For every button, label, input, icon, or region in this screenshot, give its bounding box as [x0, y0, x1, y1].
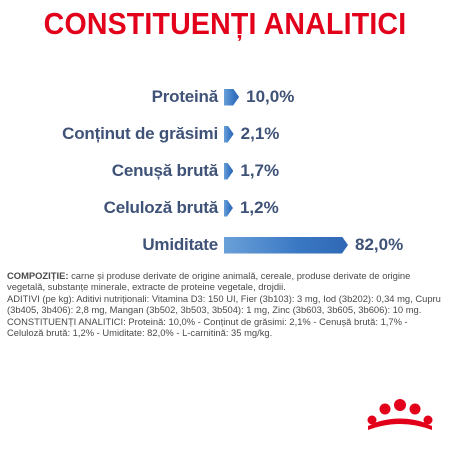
category-label: Proteină: [151, 87, 219, 106]
category-label: Celuloză brută: [103, 198, 219, 217]
composition-heading: COMPOZIȚIE:: [7, 270, 69, 281]
bar: [224, 237, 348, 254]
value-label: 82,0%: [355, 235, 404, 254]
value-label: 1,2%: [239, 198, 279, 217]
royal-canin-crown-icon: [367, 399, 433, 430]
page-title: CONSTITUENȚI ANALITICI: [43, 6, 407, 41]
value-label: 10,0%: [246, 87, 295, 106]
analytic-constituents-chart: Proteină 10,0% Conținut de grăsimi 2,1% Cenu…: [0, 80, 450, 260]
bar: [224, 200, 233, 217]
composition-text: COMPOZIȚIE: carne și produse derivate de…: [7, 270, 441, 293]
category-label: Conținut de grăsimi: [62, 124, 218, 143]
bar: [224, 163, 233, 180]
category-label: Cenușă brută: [111, 161, 218, 180]
composition-block: COMPOZIȚIE: carne și produse derivate de…: [7, 270, 441, 338]
bar: [224, 89, 239, 106]
composition-body: carne și produse derivate de origine ani…: [7, 270, 411, 293]
bar: [224, 126, 234, 143]
value-label: 1,7%: [240, 161, 280, 180]
additives-text: ADITIVI (pe kg): Aditivi nutriționali: V…: [7, 292, 441, 316]
value-label: 2,1%: [240, 124, 280, 143]
category-label: Umiditate: [142, 235, 218, 254]
constituents-text: CONSTITUENȚI ANALITICI: Proteină: 10,0% …: [7, 315, 408, 339]
